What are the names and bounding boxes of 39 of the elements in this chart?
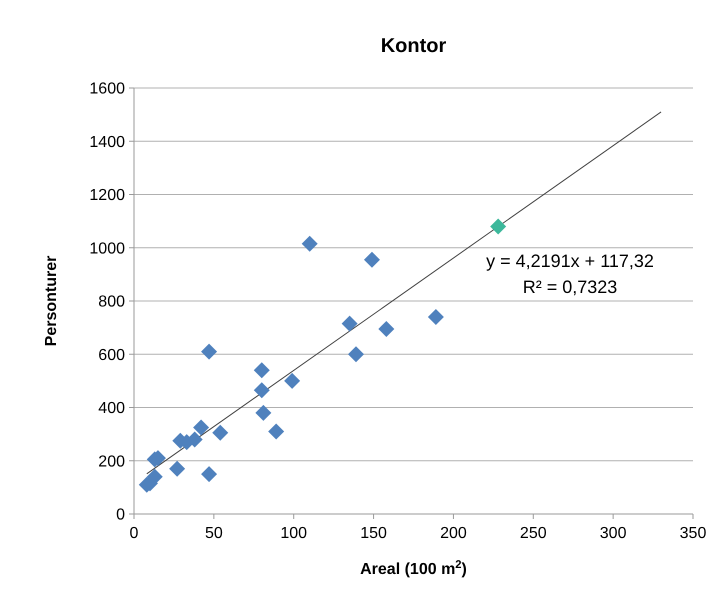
x-tick-label: 300 [600,525,627,542]
y-tick-label: 600 [98,346,126,364]
x-tick-label: 50 [204,525,223,542]
x-tick-label: 150 [360,525,388,542]
point [490,218,506,234]
point [342,316,358,332]
y-tick-label: 0 [116,506,126,524]
x-tick-label: 0 [130,525,139,542]
point [348,346,364,362]
point [201,466,218,482]
point [364,252,380,268]
point [201,344,218,360]
point [284,372,300,389]
point [255,404,272,421]
y-tick-label: 1600 [89,80,126,98]
point [378,320,394,337]
point [212,424,228,441]
y-tick-label: 1000 [89,240,126,258]
point [193,419,210,436]
y-tick-label: 1400 [89,134,126,151]
chart-title: Kontor [380,35,446,57]
annotation: R² = 0,7323 [522,276,618,297]
y-tick-label: 1200 [89,187,126,204]
point [254,382,270,398]
annotation: y = 4,2191x + 117,32 [486,250,654,271]
y-tick-label: 800 [98,294,126,311]
y-axis-title: Personturer [43,256,60,346]
point [302,236,318,252]
x-axis-title: Areal (100 m$^{2}$) [360,559,467,578]
point [254,362,270,378]
x-tick-label: 200 [440,525,467,542]
x-tick-label: 250 [520,525,547,542]
point [428,308,444,325]
x-tick-label: 350 [680,525,706,542]
point [268,423,284,440]
point [169,460,186,477]
x-tick-label: 100 [280,525,308,542]
y-tick-label: 400 [98,400,126,418]
y-tick-label: 200 [98,453,126,470]
